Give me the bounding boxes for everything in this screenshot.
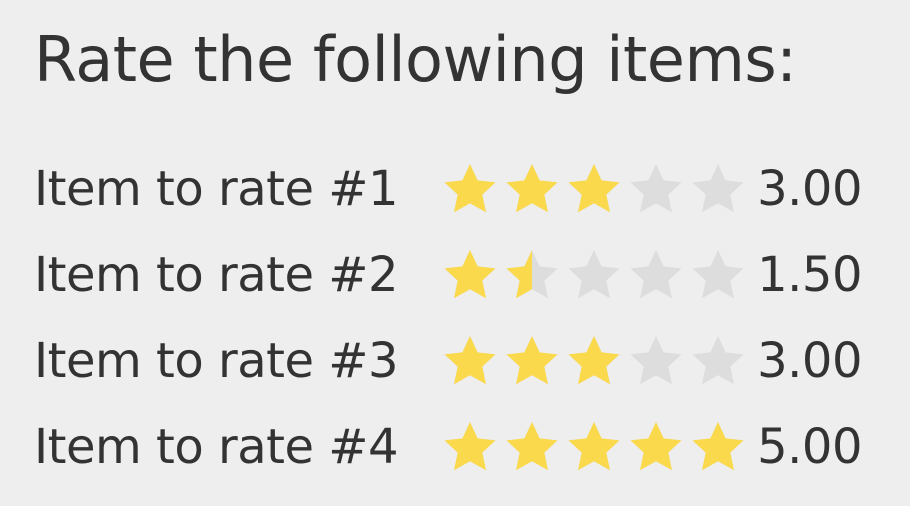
rating-value: 3.00 xyxy=(757,161,862,217)
star-empty-icon[interactable] xyxy=(688,161,748,217)
star-rating-control[interactable] xyxy=(440,333,752,389)
star-empty-icon[interactable] xyxy=(626,161,686,217)
star-empty-icon[interactable] xyxy=(564,247,624,303)
star-filled-icon[interactable] xyxy=(440,333,500,389)
star-filled-icon[interactable] xyxy=(502,419,562,475)
star-rating-control[interactable] xyxy=(440,247,752,303)
rating-value: 1.50 xyxy=(757,247,862,303)
rating-row-4: Item to rate #4 5.00 xyxy=(34,404,874,490)
item-label: Item to rate #2 xyxy=(34,247,398,303)
star-empty-icon[interactable] xyxy=(626,333,686,389)
star-empty-icon[interactable] xyxy=(688,247,748,303)
item-label: Item to rate #3 xyxy=(34,333,398,389)
star-empty-icon[interactable] xyxy=(626,247,686,303)
star-rating-control[interactable] xyxy=(440,161,752,217)
item-label: Item to rate #1 xyxy=(34,161,398,217)
star-filled-icon[interactable] xyxy=(502,161,562,217)
star-half-icon[interactable] xyxy=(502,247,562,303)
rating-row-3: Item to rate #3 3.00 xyxy=(34,318,874,404)
star-filled-icon[interactable] xyxy=(564,161,624,217)
item-label: Item to rate #4 xyxy=(34,419,398,475)
star-filled-icon[interactable] xyxy=(502,333,562,389)
star-filled-icon[interactable] xyxy=(564,419,624,475)
rating-row-1: Item to rate #1 3.00 xyxy=(34,146,874,232)
star-filled-icon[interactable] xyxy=(440,247,500,303)
star-filled-icon[interactable] xyxy=(688,419,748,475)
rating-value: 3.00 xyxy=(757,333,862,389)
star-filled-icon[interactable] xyxy=(626,419,686,475)
star-filled-icon[interactable] xyxy=(440,419,500,475)
rating-list: Item to rate #1 3.00 Item to rate #2 1.5… xyxy=(34,146,874,490)
page-title: Rate the following items: xyxy=(34,23,797,96)
rating-row-2: Item to rate #2 1.50 xyxy=(34,232,874,318)
star-filled-icon[interactable] xyxy=(440,161,500,217)
star-rating-control[interactable] xyxy=(440,419,752,475)
rating-value: 5.00 xyxy=(757,419,862,475)
star-empty-icon[interactable] xyxy=(688,333,748,389)
star-filled-icon[interactable] xyxy=(564,333,624,389)
